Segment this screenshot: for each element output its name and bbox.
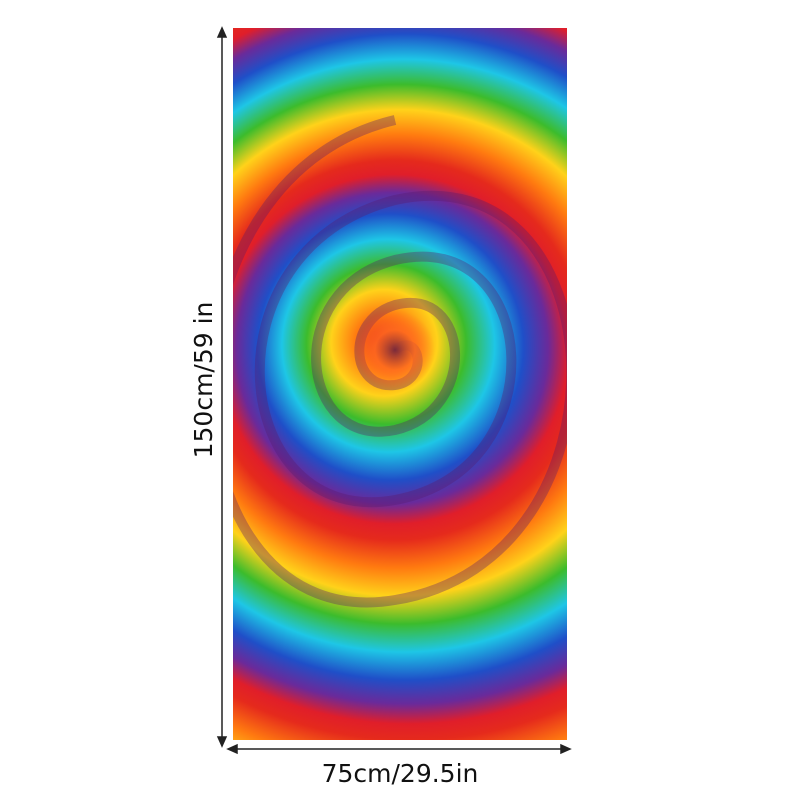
arrow-head (216, 26, 228, 38)
tie-dye-towel (233, 28, 567, 740)
spiral-center (233, 28, 567, 740)
arrow-head (226, 743, 238, 755)
arrow-head (560, 743, 572, 755)
height-label: 150cm/59 in (189, 302, 218, 459)
arrow-head (216, 736, 228, 748)
dimension-lines (216, 26, 572, 755)
width-label: 75cm/29.5in (322, 759, 479, 788)
